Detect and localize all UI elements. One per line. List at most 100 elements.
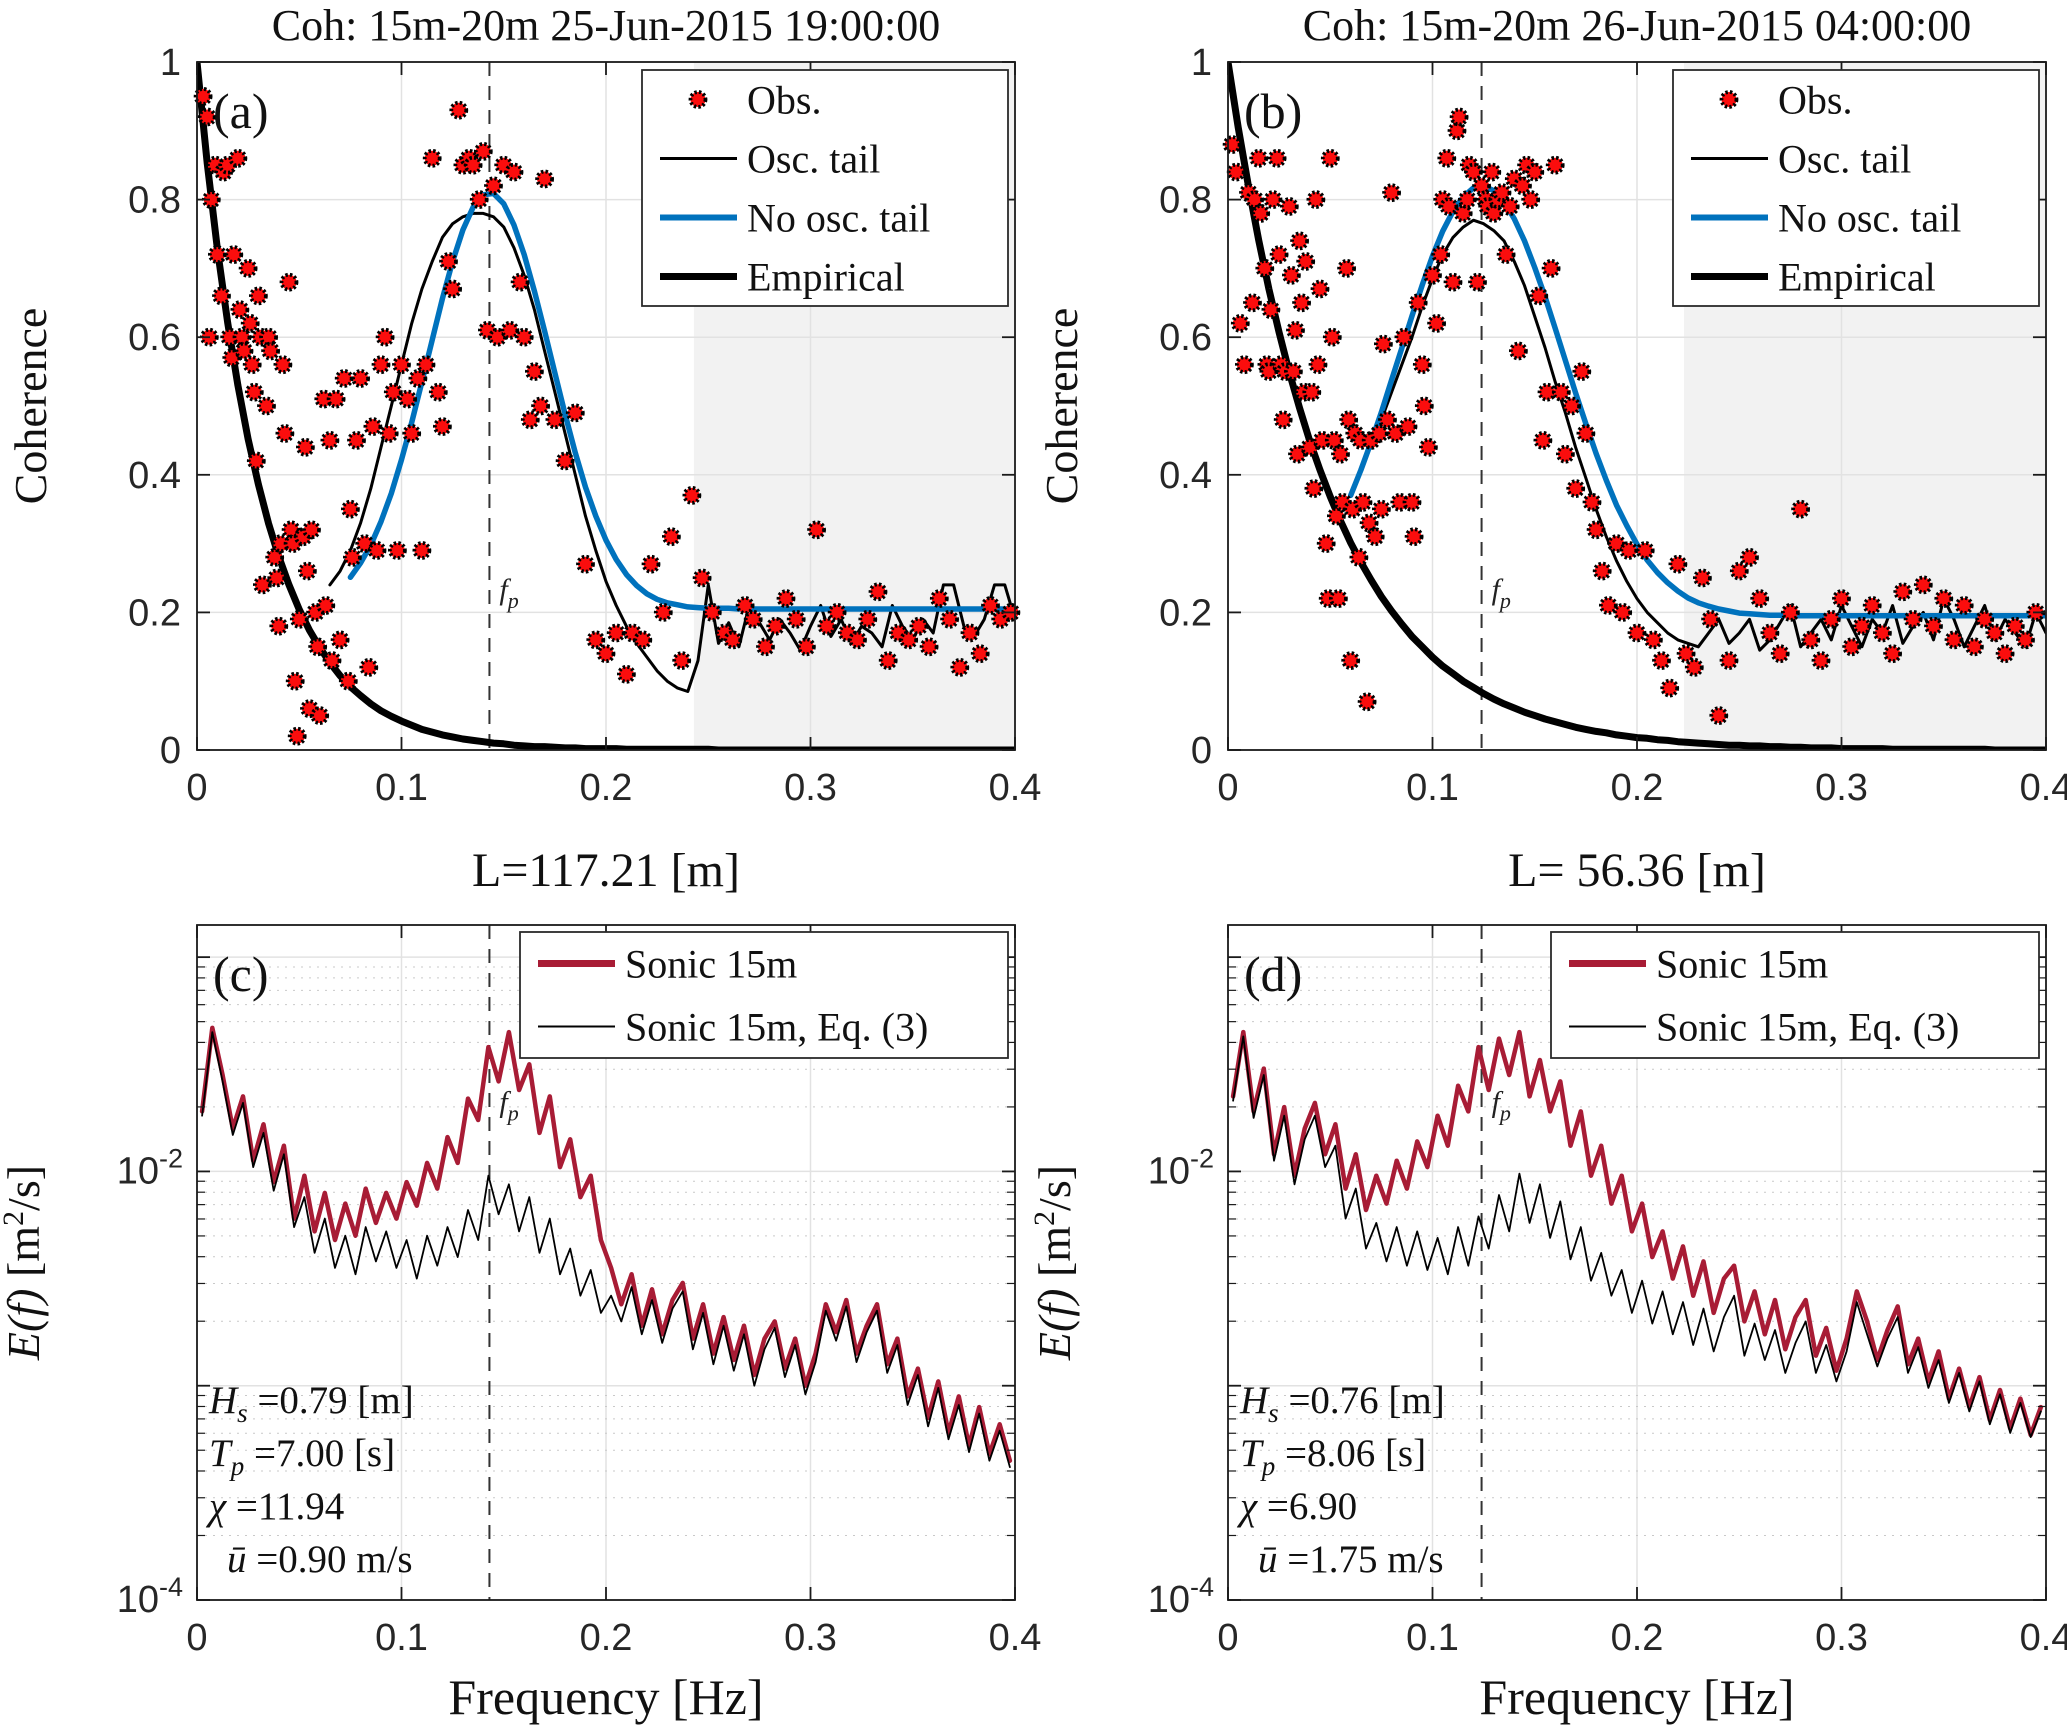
obs-point — [212, 286, 231, 306]
obs-point — [1529, 286, 1549, 306]
stat-value: =11.94 — [226, 1485, 344, 1528]
obs-point — [1770, 644, 1790, 664]
obs-point — [960, 623, 980, 643]
obs-point — [392, 355, 411, 375]
obs-point — [1263, 190, 1283, 210]
obs-point — [1965, 637, 1984, 657]
ylabel-ef: E(f) — [0, 1289, 49, 1362]
stat-line-ū: ū =1.75 m/s — [1258, 1538, 1444, 1581]
obs-point — [387, 541, 407, 560]
y-tick-label: 0 — [1191, 730, 1212, 772]
obs-point — [723, 630, 743, 650]
y-tick-label: 0 — [160, 730, 181, 772]
obs-point — [1408, 293, 1428, 313]
obs-point — [238, 258, 258, 278]
obs-point — [1419, 437, 1438, 457]
obs-point — [1709, 706, 1729, 725]
obs-point — [1576, 424, 1596, 443]
sonic-eq3-curve — [201, 1031, 1011, 1468]
sonic-curve — [1230, 1029, 2044, 1438]
obs-point — [1359, 513, 1379, 533]
y-tick-label: 0.8 — [1159, 180, 1212, 222]
panel-c: fp 0 0.1 0.2 0.3 0.4 10-2 10-4 (c) E(f) [m2/s] Hs … — [0, 924, 1041, 1659]
obs-point — [1607, 534, 1626, 553]
obs-point — [1267, 148, 1287, 168]
obs-point — [1599, 596, 1618, 615]
obs-point — [310, 706, 330, 725]
x-tick-label: 0.2 — [580, 767, 633, 809]
obs-point — [1482, 162, 1502, 182]
stat-symbol: χ — [1236, 1485, 1258, 1528]
obs-point — [488, 327, 508, 347]
x-tick-label: 0.3 — [784, 1617, 837, 1659]
panel-b-title: Coh: 15m-20m 26-Jun-2015 04:00:00 — [1303, 1, 1972, 50]
obs-point — [1327, 506, 1346, 526]
obs-point — [342, 548, 362, 567]
obs-point — [1431, 245, 1451, 265]
panel-a: fp 0 0.1 0.2 0.3 0.4 0 0.2 0.4 0.6 0.8 1 (a) Obs. Osc.… — [128, 42, 1041, 809]
obs-point — [1404, 527, 1424, 547]
x-tick-label: 0.4 — [2020, 767, 2067, 809]
obs-point — [596, 644, 616, 664]
obs-point — [1316, 534, 1336, 553]
obs-point — [1357, 692, 1377, 712]
obs-point — [432, 417, 452, 437]
x-tick-label: 0.4 — [2020, 1617, 2067, 1659]
obs-point — [244, 382, 264, 402]
y-tick-label: 0.2 — [1159, 592, 1212, 634]
render-root: fp 0 0.1 0.2 0.3 0.4 0 0.2 0.4 0.6 0.8 1 (a) Obs. Osc.… — [0, 42, 2067, 1659]
obs-point — [334, 369, 354, 388]
obs-point — [1437, 148, 1457, 168]
y-tick-label: 10-2 — [117, 1143, 183, 1192]
y-tick-label: 0.8 — [128, 180, 181, 222]
x-tick-label: 0.1 — [375, 1617, 428, 1659]
x-tick-label: 0 — [186, 1617, 207, 1659]
obs-point — [1781, 603, 1800, 622]
obs-point — [1245, 190, 1264, 210]
obs-point — [919, 637, 939, 657]
stat-symbol: ū — [1258, 1538, 1278, 1581]
obs-point — [1365, 527, 1385, 547]
stat-value: =0.76 [m] — [1279, 1379, 1445, 1422]
obs-point — [1249, 148, 1269, 168]
obs-point — [1791, 499, 1810, 519]
obs-point — [273, 355, 293, 375]
obs-point — [297, 561, 317, 581]
obs-point — [285, 671, 305, 691]
obs-point — [363, 417, 383, 437]
obs-point — [1509, 341, 1528, 361]
stat-subscript: p — [1260, 1451, 1276, 1481]
obs-point — [662, 527, 681, 547]
obs-point — [1644, 630, 1663, 650]
obs-point — [261, 341, 281, 361]
x-tick-label: 0.2 — [1611, 1617, 1664, 1659]
obs-point — [899, 630, 919, 650]
obs-point — [848, 630, 867, 650]
obs-point — [1288, 444, 1307, 464]
obs-point — [576, 554, 595, 574]
x-tick-label: 0.3 — [1815, 767, 1868, 809]
obs-point — [1439, 197, 1459, 216]
obs-point — [1402, 492, 1422, 512]
obs-point — [1472, 176, 1491, 196]
obs-point — [1572, 362, 1592, 382]
obs-point — [1320, 148, 1340, 168]
stat-value: =8.06 [s] — [1275, 1432, 1426, 1475]
obs-point — [302, 520, 321, 540]
panel-a-ylabel: Coherence — [5, 308, 56, 505]
osc-tail-curve — [328, 211, 1015, 693]
legend-label: Osc. tail — [1778, 137, 1911, 182]
obs-point — [473, 141, 493, 161]
obs-points-group — [1222, 107, 2046, 725]
obs-point — [702, 603, 722, 622]
obs-point — [510, 272, 530, 292]
obs-point — [1378, 410, 1397, 430]
obs-point — [279, 272, 299, 292]
stat-subscript: s — [1268, 1398, 1279, 1428]
obs-point — [641, 554, 661, 574]
ylabel-units-pre: [m — [0, 1226, 49, 1289]
obs-point — [240, 313, 260, 333]
x-tick-label: 0.3 — [1815, 1617, 1868, 1659]
stat-symbol: H — [1239, 1379, 1270, 1422]
obs-point — [1801, 630, 1821, 650]
